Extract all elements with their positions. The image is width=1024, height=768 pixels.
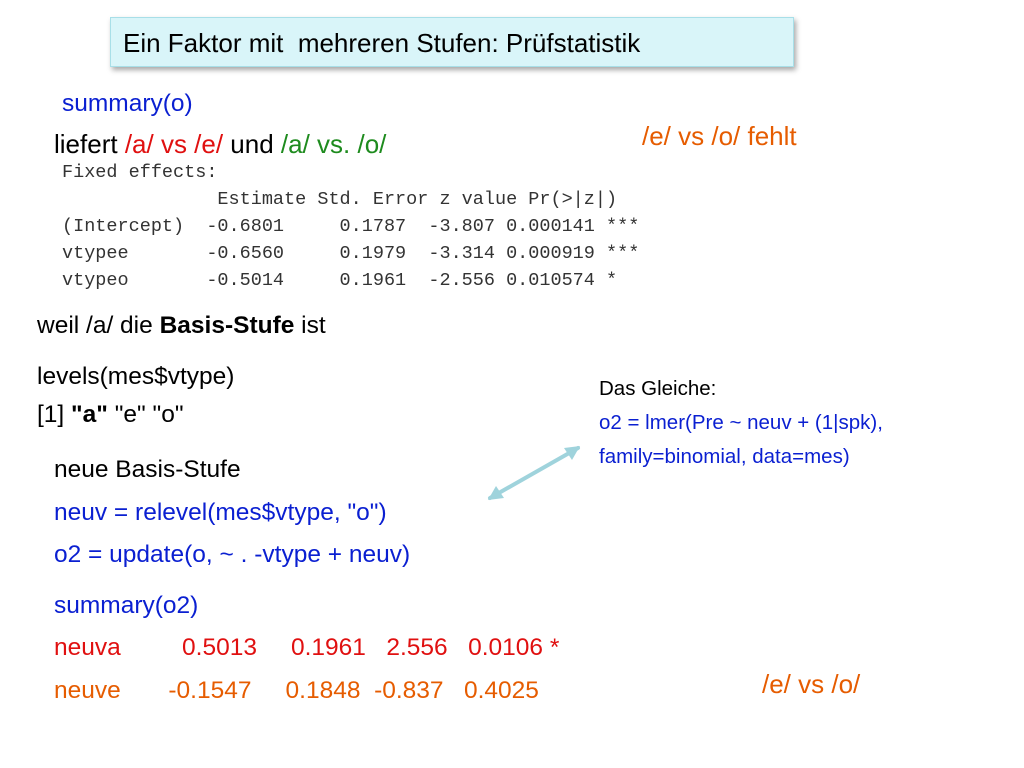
basis-stufe-bold: Basis-Stufe [159, 312, 295, 339]
weil-line: weil /a/ die Basis-Stufe ist [37, 312, 326, 340]
fixed-effects-row-vtypeo: vtypeo -0.5014 0.1961 -2.556 0.010574 * [62, 270, 618, 291]
same-note-line1: o2 = lmer(Pre ~ neuv + (1|spk), [599, 411, 883, 434]
summary2-row-neuve: neuve -0.1547 0.1848 -0.837 0.4025 [54, 677, 539, 704]
neue-basis-heading: neue Basis-Stufe [54, 456, 241, 483]
levels-output: [1] "a" "e" "o" [37, 401, 184, 429]
fixed-effects-row-vtypee: vtypee -0.6560 0.1979 -3.314 0.000919 **… [62, 243, 640, 264]
liefert-line: liefert /a/ vs /e/ und /a/ vs. /o/ [54, 129, 386, 160]
levels-command: levels(mes$vtype) [37, 363, 235, 390]
same-note-line2: family=binomial, data=mes) [599, 445, 850, 468]
weil-post: ist [294, 312, 326, 339]
e-vs-o-note: /e/ vs /o/ [762, 669, 861, 699]
contrast-a-o: /a/ vs. /o/ [280, 129, 387, 159]
levels-a-bold: "a" [71, 401, 108, 428]
same-note-heading: Das Gleiche: [599, 377, 717, 400]
fixed-effects-columns: Estimate Std. Error z value Pr(>|z|) [62, 189, 618, 210]
slide-title: Ein Faktor mit mehreren Stufen: Prüfstat… [123, 28, 641, 58]
und-word: und [223, 129, 281, 159]
levels-rest: "e" "o" [107, 401, 184, 428]
relevel-command: neuv = relevel(mes$vtype, "o") [54, 499, 387, 526]
summary2-row-neuva: neuva 0.5013 0.1961 2.556 0.0106 * [54, 634, 560, 661]
update-command: o2 = update(o, ~ . -vtype + neuv) [54, 541, 411, 568]
fixed-effects-row-intercept: (Intercept) -0.6801 0.1787 -3.807 0.0001… [62, 216, 640, 237]
fixed-effects-header: Fixed effects: [62, 162, 218, 183]
weil-pre: weil /a/ die [37, 312, 160, 339]
title-box: Ein Faktor mit mehreren Stufen: Prüfstat… [110, 17, 794, 67]
liefert-word: liefert [54, 129, 125, 159]
levels-index: [1] [37, 401, 72, 428]
summary2-command: summary(o2) [54, 592, 199, 619]
double-arrow-icon [488, 446, 580, 500]
contrast-a-e: /a/ vs /e/ [124, 129, 224, 159]
summary-command: summary(o) [62, 90, 193, 117]
missing-contrast-note: /e/ vs /o/ fehlt [642, 121, 797, 151]
